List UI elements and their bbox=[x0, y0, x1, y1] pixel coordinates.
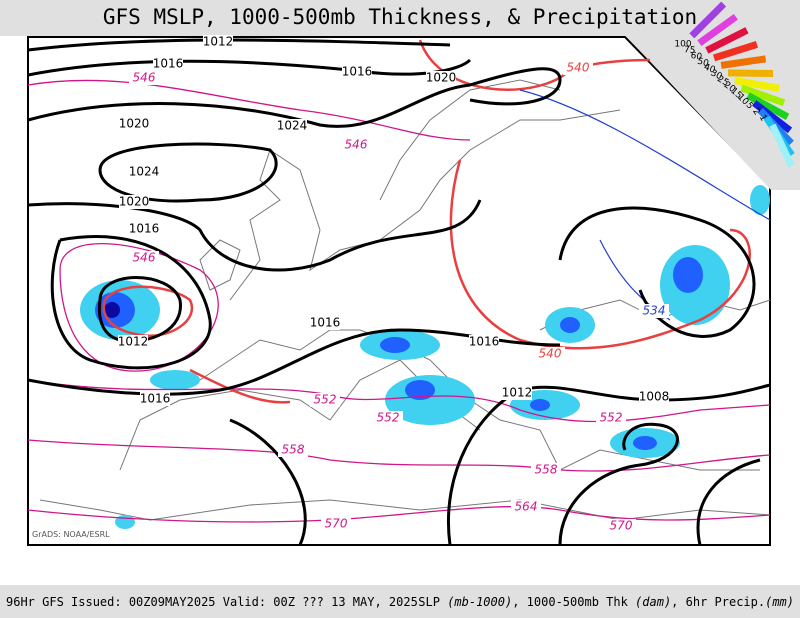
legend-swatch bbox=[740, 84, 786, 107]
legend-swatch bbox=[689, 1, 727, 39]
thickness-540-label-bg bbox=[535, 347, 565, 361]
legend-swatch bbox=[769, 123, 795, 168]
isobar-label-bg bbox=[118, 335, 148, 349]
title-bar bbox=[0, 0, 800, 36]
thickness-label-bg bbox=[278, 443, 308, 457]
map-frame bbox=[27, 36, 771, 546]
footer-part: (mm) bbox=[765, 595, 794, 609]
footer-left: 96Hr GFS Issued: 00Z09MAY2025 Valid: 00Z… bbox=[6, 595, 418, 609]
isobar-label-bg bbox=[119, 117, 149, 131]
legend-swatch bbox=[728, 69, 774, 78]
legend-label: 75 bbox=[683, 45, 695, 56]
legend-label: 60 bbox=[690, 51, 703, 63]
isobar-label-bg bbox=[426, 71, 456, 85]
isobar-label: 1012 bbox=[502, 386, 533, 400]
isobar-label-bg bbox=[140, 392, 170, 406]
legend-swatch bbox=[720, 55, 767, 69]
thickness-label-bg bbox=[310, 393, 340, 407]
isobar-label-bg bbox=[203, 35, 233, 49]
thickness-label-bg bbox=[373, 411, 403, 425]
thickness-540-label: 540 bbox=[539, 347, 562, 361]
isobar-label-bg bbox=[129, 165, 159, 179]
thickness-label: 552 bbox=[377, 411, 400, 425]
thickness-label-bg bbox=[531, 463, 561, 477]
thickness-label: 552 bbox=[314, 393, 337, 407]
thickness-label-bg bbox=[341, 138, 371, 152]
isobar-label-bg bbox=[277, 119, 307, 133]
footer-part: (dam) bbox=[635, 595, 671, 609]
isobar-label-bg bbox=[342, 65, 372, 79]
isobar-label: 1020 bbox=[119, 195, 150, 209]
isobar-label-bg bbox=[119, 195, 149, 209]
legend-swatch bbox=[734, 76, 780, 92]
thickness-label: 558 bbox=[282, 443, 305, 457]
isobar-label: 1012 bbox=[118, 335, 149, 349]
thickness-label-bg bbox=[511, 500, 541, 514]
legend-swatch bbox=[752, 100, 793, 134]
isobar-label: 1016 bbox=[469, 335, 500, 349]
footer-bar bbox=[0, 585, 800, 618]
legend-swatch bbox=[697, 13, 738, 46]
thickness-label-bg bbox=[129, 251, 159, 265]
legend-label: 25 bbox=[715, 74, 730, 88]
credit: GrADS: NOAA/ESRL bbox=[32, 530, 110, 539]
thickness-534-label-bg bbox=[639, 304, 669, 318]
thickness-540-label: 540 bbox=[567, 61, 590, 75]
thickness-label: 546 bbox=[133, 71, 156, 85]
thickness-label-bg bbox=[129, 71, 159, 85]
legend-label: 30 bbox=[709, 68, 724, 82]
thickness-label: 546 bbox=[345, 138, 368, 152]
contour-labels: 1012 1016 1016 1020 1020 1024 1024 1020 1016 1016… bbox=[118, 35, 670, 533]
isobar-label-bg bbox=[502, 386, 532, 400]
isobar-label-bg bbox=[129, 222, 159, 236]
footer-part: , 6hr Precip. bbox=[671, 595, 765, 609]
isobar-label-bg bbox=[469, 335, 499, 349]
legend-swatch bbox=[746, 92, 790, 120]
footer-right: SLP (mb-1000), 1000-500mb Thk (dam), 6hr… bbox=[418, 595, 794, 609]
thickness-540-label-bg bbox=[563, 61, 593, 75]
thickness-label-bg bbox=[606, 519, 636, 533]
footer-part: (mb-1000) bbox=[447, 595, 512, 609]
thickness-label: 570 bbox=[325, 517, 348, 531]
title: GFS MSLP, 1000-500mb Thickness, & Precip… bbox=[103, 5, 697, 29]
legend-swatch bbox=[705, 27, 749, 54]
thickness-label: 558 bbox=[535, 463, 558, 477]
isobar-label-bg bbox=[153, 57, 183, 71]
legend-label: 5 bbox=[744, 101, 755, 112]
thickness-534-label: 534 bbox=[643, 304, 666, 318]
thickness-label: 570 bbox=[610, 519, 633, 533]
isobar-label: 1024 bbox=[277, 119, 308, 133]
legend-label: 100 bbox=[674, 40, 691, 50]
isobar-label: 1016 bbox=[310, 316, 341, 330]
isobar-label: 1020 bbox=[119, 117, 150, 131]
footer-part: , 1000-500mb Thk bbox=[512, 595, 635, 609]
thickness-label: 546 bbox=[133, 251, 156, 265]
thickness-label-bg bbox=[321, 517, 351, 531]
thickness-label: 564 bbox=[515, 500, 538, 514]
isobar-label-bg bbox=[310, 316, 340, 330]
legend-label: 50 bbox=[696, 57, 710, 70]
isobar-label: 1012 bbox=[203, 35, 234, 49]
isobar-label: 1016 bbox=[140, 392, 171, 406]
isobar-label: 1020 bbox=[426, 71, 457, 85]
thickness-label-bg bbox=[596, 411, 626, 425]
legend-label: 1 bbox=[757, 113, 769, 123]
legend-swatch bbox=[712, 41, 758, 62]
legend-label: 2 bbox=[750, 107, 761, 117]
isobar-label: 1016 bbox=[129, 222, 160, 236]
isobar-label: 1024 bbox=[129, 165, 160, 179]
isobar-label: 1008 bbox=[639, 390, 670, 404]
footer-part: SLP bbox=[418, 595, 447, 609]
thickness-label: 552 bbox=[600, 411, 623, 425]
isobar-label: 1016 bbox=[153, 57, 184, 71]
isobar-label-bg bbox=[639, 390, 669, 404]
isobar-label: 1016 bbox=[342, 65, 373, 79]
legend-label: 40 bbox=[702, 62, 716, 75]
